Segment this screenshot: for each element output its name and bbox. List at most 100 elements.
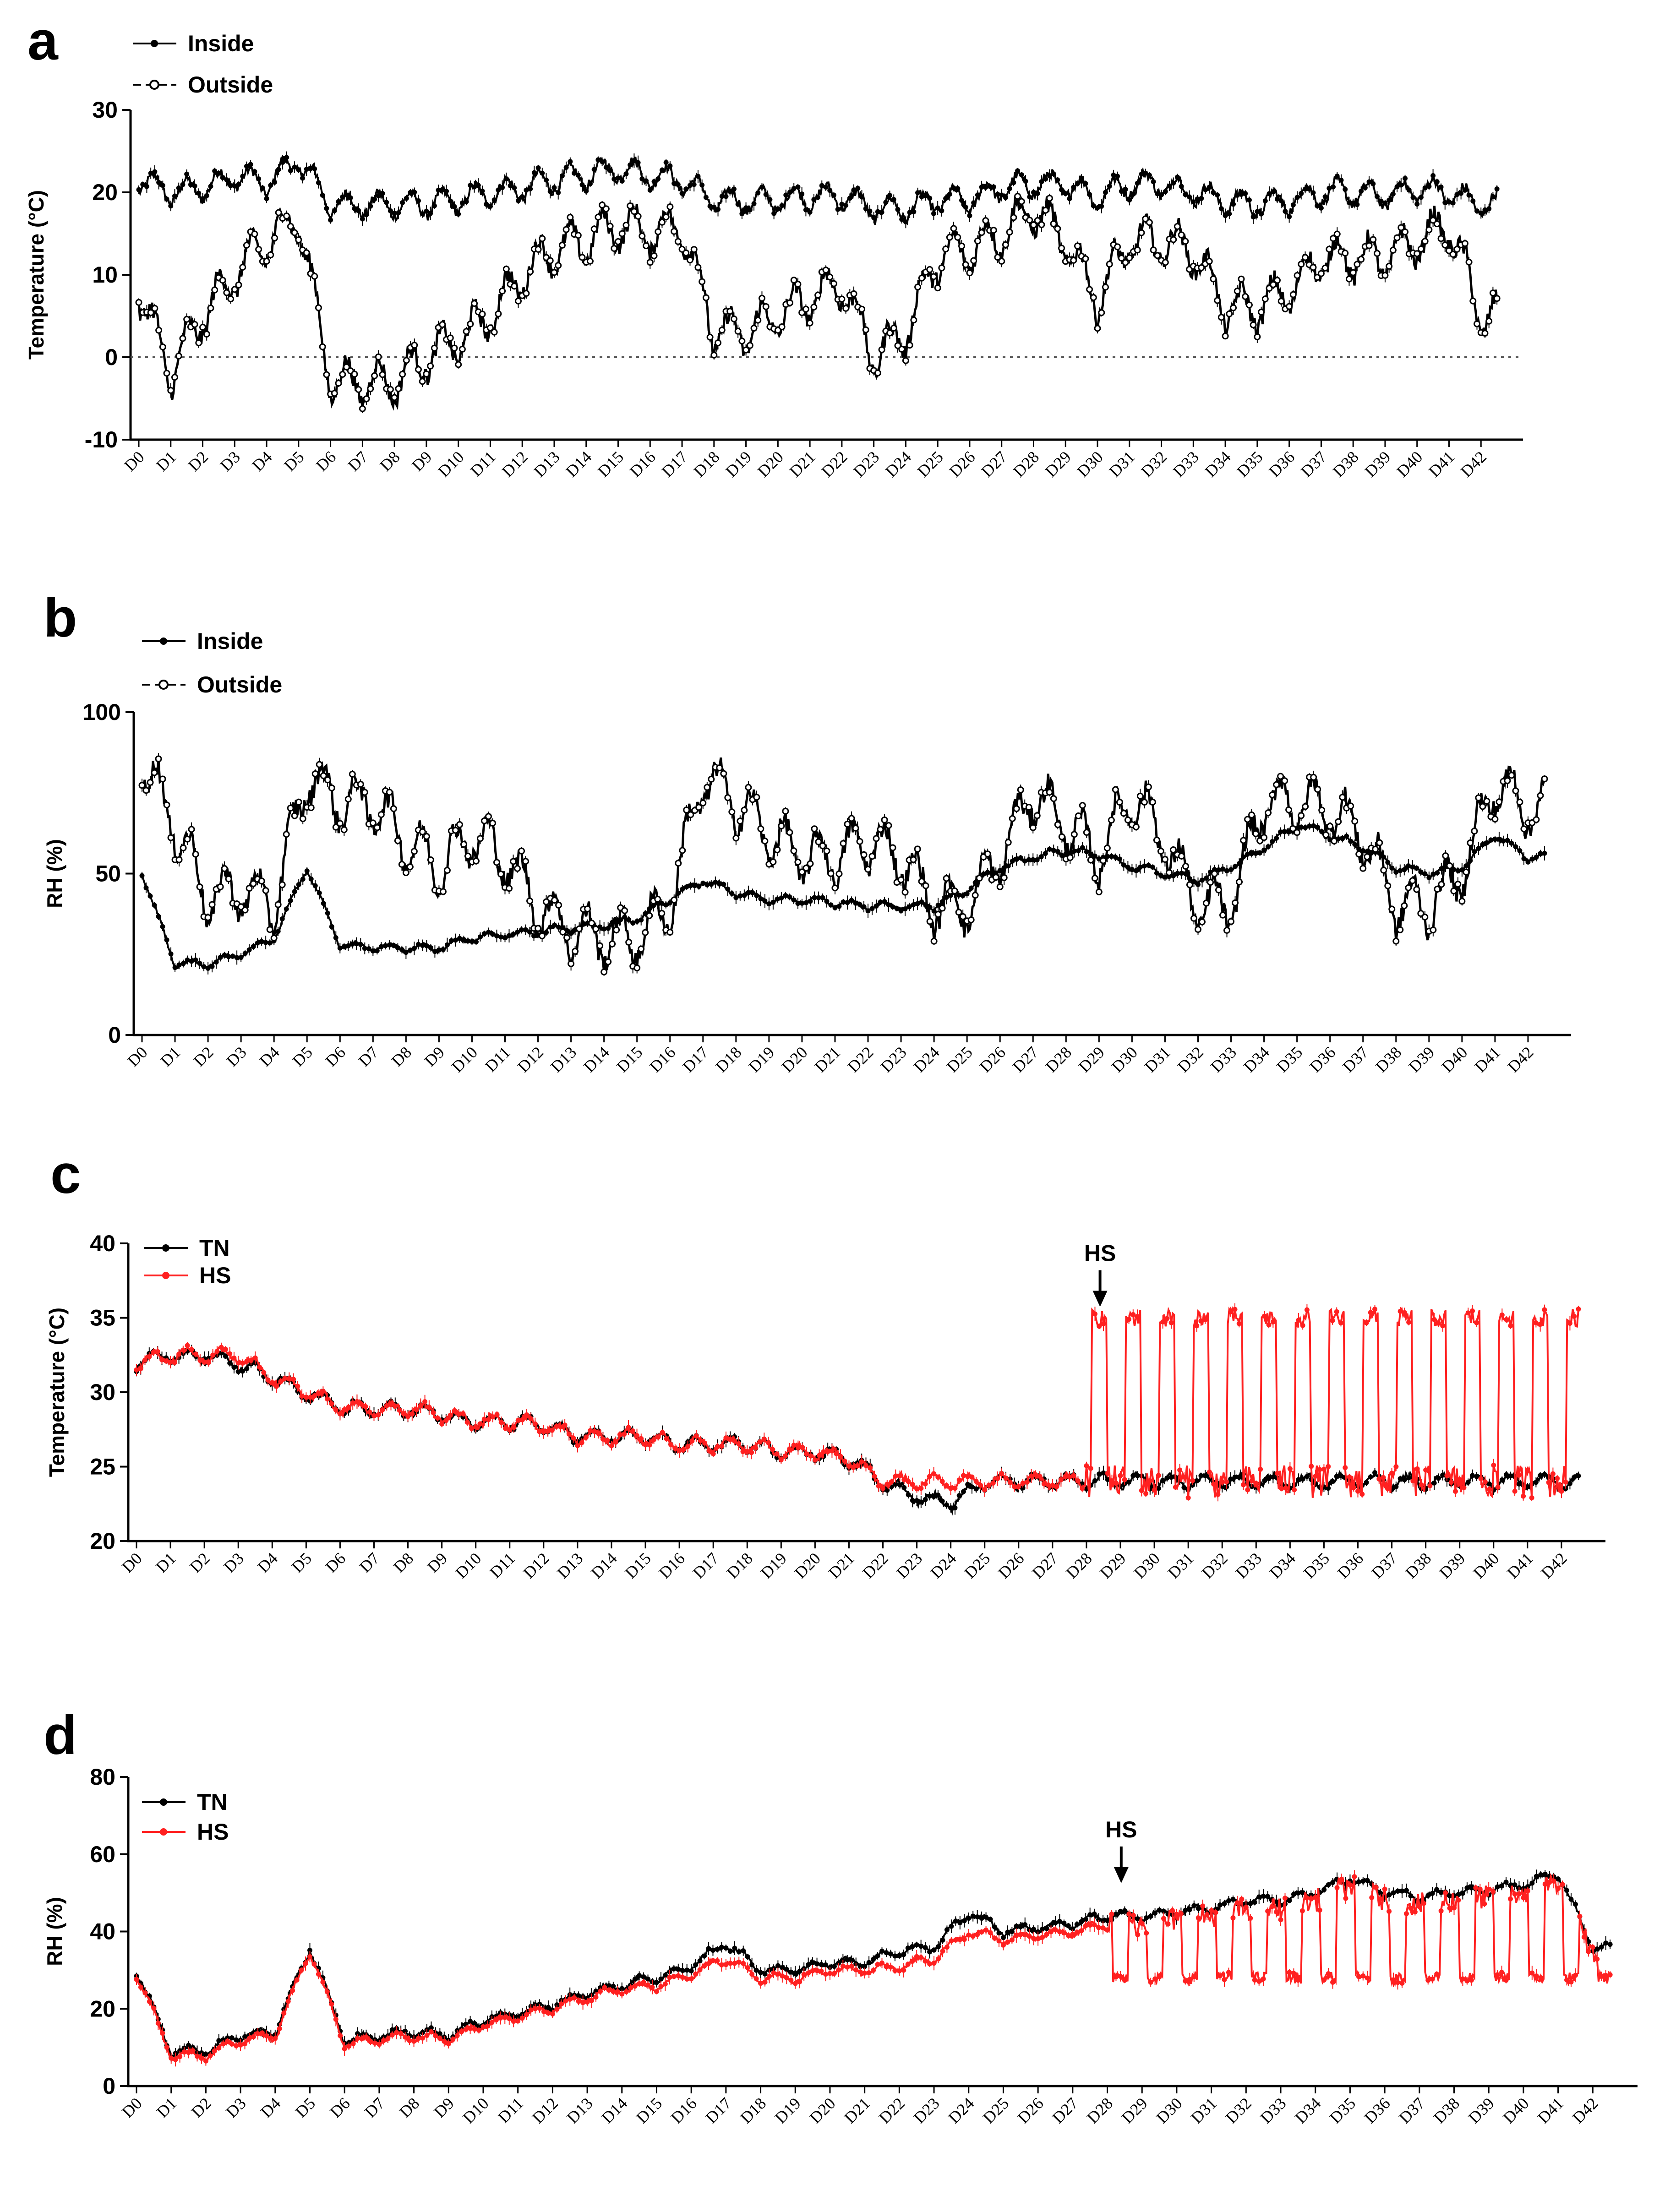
- series-outside: [135, 191, 1501, 413]
- data-point: [1047, 173, 1052, 178]
- x-tick-label: D26: [994, 1549, 1027, 1582]
- data-point: [1567, 1321, 1572, 1326]
- data-point: [1098, 309, 1105, 316]
- data-point: [702, 1953, 707, 1959]
- data-point: [715, 1946, 720, 1952]
- data-point: [218, 955, 223, 960]
- data-point: [465, 938, 470, 944]
- data-point: [1330, 1478, 1335, 1484]
- data-point: [1203, 899, 1210, 907]
- data-point: [359, 1401, 364, 1407]
- data-point: [371, 1413, 377, 1418]
- x-tick-label: D38: [1329, 447, 1362, 480]
- data-point: [380, 191, 385, 196]
- data-point: [436, 187, 441, 193]
- data-point: [599, 202, 606, 209]
- data-point: [1174, 223, 1181, 230]
- x-tick-label: D42: [1457, 447, 1490, 480]
- data-point: [1066, 854, 1074, 861]
- data-point: [1270, 839, 1275, 844]
- data-point: [535, 245, 542, 253]
- data-point: [159, 1357, 165, 1362]
- data-point: [231, 1365, 237, 1370]
- data-point: [464, 852, 471, 860]
- data-point: [611, 245, 618, 252]
- data-point: [733, 895, 739, 900]
- data-point: [487, 203, 493, 209]
- data-point: [919, 899, 924, 905]
- data-point: [1044, 1926, 1049, 1931]
- data-point: [1494, 186, 1500, 192]
- data-point: [1179, 184, 1184, 189]
- data-point: [1063, 191, 1068, 196]
- data-point: [939, 904, 946, 912]
- data-point: [427, 362, 434, 370]
- data-point: [990, 1480, 996, 1486]
- data-point: [156, 914, 161, 919]
- data-point: [1322, 194, 1328, 200]
- x-tick-label: D16: [626, 447, 659, 480]
- data-point: [1146, 862, 1151, 868]
- data-point: [690, 246, 698, 253]
- data-point: [934, 911, 942, 918]
- data-point: [506, 885, 513, 892]
- data-point: [404, 196, 409, 201]
- data-point: [949, 1923, 954, 1929]
- data-point: [414, 1407, 419, 1412]
- data-point: [639, 1436, 644, 1441]
- data-point: [844, 820, 851, 828]
- data-point: [440, 947, 446, 952]
- data-point: [1338, 177, 1344, 183]
- data-point: [1317, 270, 1325, 277]
- data-point: [486, 930, 491, 935]
- data-point: [1183, 192, 1188, 197]
- data-point: [750, 325, 758, 332]
- data-point: [1011, 180, 1016, 185]
- data-point: [333, 1407, 338, 1412]
- data-point: [500, 185, 505, 190]
- data-point: [910, 1482, 915, 1487]
- data-point: [737, 893, 743, 899]
- data-point: [1218, 206, 1224, 212]
- data-point: [606, 926, 611, 931]
- x-tick-label: D3: [222, 2094, 249, 2121]
- data-point: [507, 933, 512, 938]
- data-point: [410, 848, 418, 855]
- data-point: [1435, 870, 1440, 876]
- data-point: [280, 160, 285, 165]
- data-point: [790, 847, 797, 855]
- data-point: [810, 1960, 815, 1966]
- data-point: [862, 326, 869, 333]
- data-point: [1482, 1479, 1488, 1485]
- data-point: [1168, 1475, 1174, 1480]
- data-point: [880, 1486, 886, 1491]
- data-point: [1210, 275, 1217, 283]
- data-point: [643, 242, 650, 250]
- data-point: [1000, 1935, 1006, 1940]
- data-point: [1346, 200, 1352, 206]
- x-tick-label: D25: [961, 1549, 994, 1582]
- data-point: [739, 211, 745, 217]
- data-point: [256, 176, 262, 182]
- data-point: [884, 1950, 889, 1956]
- data-point: [491, 328, 498, 336]
- data-point: [683, 806, 690, 814]
- data-point: [1478, 1476, 1484, 1482]
- data-point: [627, 202, 634, 209]
- data-point: [1070, 1926, 1075, 1932]
- data-point: [663, 902, 669, 908]
- data-point: [762, 898, 768, 904]
- x-tick-label: D39: [1405, 1043, 1438, 1076]
- data-point: [1338, 1320, 1343, 1326]
- data-point: [1327, 185, 1332, 191]
- data-point: [817, 1453, 822, 1458]
- data-point: [583, 1435, 589, 1440]
- data-point: [1431, 1317, 1437, 1322]
- data-point: [717, 881, 722, 887]
- data-point: [296, 167, 301, 173]
- data-point: [859, 1459, 864, 1465]
- data-point: [1402, 867, 1407, 872]
- data-point: [229, 2035, 235, 2041]
- data-point: [1445, 247, 1452, 254]
- data-point: [440, 187, 445, 192]
